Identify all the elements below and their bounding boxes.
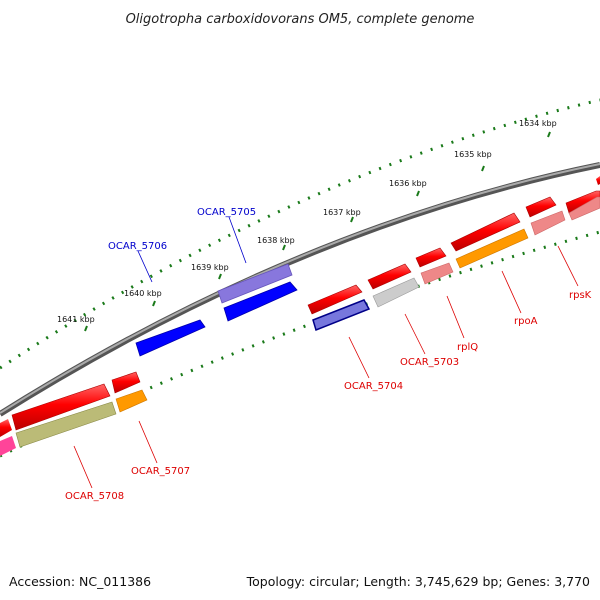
- label-ocar5703: OCAR_5703: [400, 357, 459, 368]
- label-ocar5704: OCAR_5704: [344, 381, 403, 392]
- tick-label-1636: 1636 kbp: [389, 179, 427, 188]
- label-leaders-forward: [137, 216, 247, 283]
- gene-red-c[interactable]: [415, 247, 447, 268]
- gene-red-left-b[interactable]: [11, 383, 111, 431]
- gene-ocar5704[interactable]: [312, 299, 371, 331]
- accession-text: Accession: NC_011386: [9, 574, 151, 589]
- gene-red-e[interactable]: [525, 196, 557, 218]
- tick-label-1635: 1635 kbp: [454, 150, 492, 159]
- label-rplQ: rplQ: [457, 342, 478, 353]
- major-ticks: [84, 131, 551, 332]
- tick-label-1640: 1640 kbp: [124, 289, 162, 298]
- label-leaders-reverse: [73, 245, 579, 489]
- gene-red-d[interactable]: [450, 212, 521, 252]
- gene-ocar5705-outer[interactable]: [217, 263, 293, 304]
- gene-red-left-a[interactable]: [111, 371, 141, 394]
- gene-ocar5707[interactable]: [115, 389, 148, 413]
- label-ocar5707: OCAR_5707: [131, 466, 190, 477]
- genome-backbone-highlight: [0, 163, 600, 414]
- tick-label-1639: 1639 kbp: [191, 263, 229, 272]
- gene-rplQ[interactable]: [420, 262, 454, 285]
- gene-ocar5708[interactable]: [15, 401, 117, 448]
- label-rpoA: rpoA: [514, 316, 538, 327]
- gene-magenta-left[interactable]: [0, 436, 16, 456]
- gene-red-g[interactable]: [596, 176, 600, 185]
- gene-pink-edge[interactable]: [568, 196, 600, 221]
- label-ocar5708: OCAR_5708: [65, 491, 124, 502]
- gene-ocar5706[interactable]: [135, 319, 206, 357]
- gene-ocar5703[interactable]: [372, 277, 420, 308]
- gene-red-f[interactable]: [565, 190, 600, 214]
- tick-label-1637: 1637 kbp: [323, 208, 361, 217]
- label-rpsK: rpsK: [569, 290, 592, 301]
- tick-label-1641: 1641 kbp: [57, 315, 95, 324]
- gene-ocar5705-inner[interactable]: [223, 281, 298, 322]
- gene-red-left-c[interactable]: [0, 419, 12, 437]
- reverse-strand-genes: [0, 176, 600, 456]
- topology-text: Topology: circular; Length: 3,745,629 bp…: [246, 574, 590, 589]
- label-ocar5705: OCAR_5705: [197, 207, 256, 218]
- gene-red-b[interactable]: [367, 263, 412, 290]
- gene-rpoA[interactable]: [455, 228, 529, 269]
- map-title: Oligotropha carboxidovorans OM5, complet…: [126, 12, 475, 27]
- gene-red-a[interactable]: [307, 284, 363, 315]
- gene-rpsK[interactable]: [530, 210, 566, 236]
- tick-label-1634: 1634 kbp: [519, 119, 557, 128]
- tick-label-1638: 1638 kbp: [257, 236, 295, 245]
- label-ocar5706: OCAR_5706: [108, 241, 167, 252]
- outer-dotted-track: [0, 98, 600, 370]
